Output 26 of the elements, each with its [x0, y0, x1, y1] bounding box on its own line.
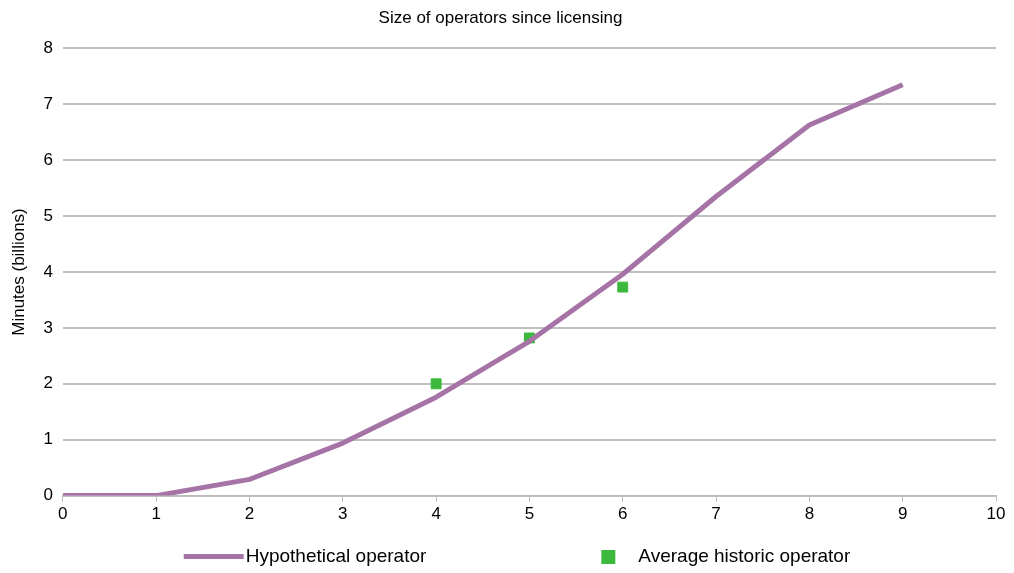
y-tick-label: 5 — [43, 205, 53, 225]
y-tick-label: 1 — [43, 429, 53, 449]
y-tick-label: 8 — [43, 38, 53, 58]
chart-title: Size of operators since licensing — [378, 7, 623, 27]
x-tick-label: 3 — [338, 504, 348, 524]
x-tick-label: 2 — [244, 504, 255, 524]
x-tick-label: 0 — [58, 504, 68, 524]
y-tick-label: 7 — [43, 93, 53, 113]
point — [617, 281, 629, 293]
y-axis-title: Minutes (billions) — [8, 208, 28, 336]
y-tick-label: 2 — [43, 373, 53, 393]
y-tick-label: 3 — [43, 317, 53, 337]
x-tick-label: 1 — [151, 504, 161, 524]
x-tick-label: 5 — [524, 504, 535, 524]
legend-label: Average historic operator — [638, 545, 851, 567]
y-tick-label: 4 — [43, 261, 53, 281]
x-tick-label: 4 — [431, 504, 441, 524]
x-tick-label: 10 — [986, 504, 1006, 524]
point — [430, 378, 442, 390]
x-tick-label: 6 — [618, 504, 628, 524]
y-tick-label: 6 — [43, 149, 53, 169]
legend-label: Hypothetical operator — [245, 545, 428, 567]
y-tick-label: 0 — [43, 485, 53, 505]
x-tick-label: 7 — [711, 504, 721, 524]
x-tick-label: 9 — [897, 504, 908, 524]
x-tick-label: 8 — [804, 504, 815, 524]
